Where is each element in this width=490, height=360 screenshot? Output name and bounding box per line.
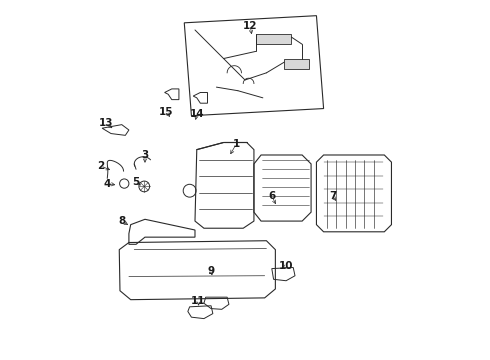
Text: 13: 13	[98, 118, 113, 128]
Text: 6: 6	[268, 191, 275, 201]
Text: 12: 12	[243, 21, 258, 31]
Text: 2: 2	[97, 161, 104, 171]
Polygon shape	[256, 33, 292, 44]
Text: 5: 5	[132, 177, 140, 187]
Polygon shape	[284, 59, 309, 69]
Text: 1: 1	[232, 139, 240, 149]
Text: 8: 8	[118, 216, 125, 226]
Text: 10: 10	[279, 261, 294, 271]
Text: 15: 15	[159, 107, 173, 117]
Text: 7: 7	[329, 191, 336, 201]
Text: 9: 9	[207, 266, 215, 276]
Text: 14: 14	[190, 109, 204, 119]
Text: 11: 11	[191, 296, 206, 306]
Text: 3: 3	[141, 150, 148, 160]
Text: 4: 4	[104, 179, 111, 189]
